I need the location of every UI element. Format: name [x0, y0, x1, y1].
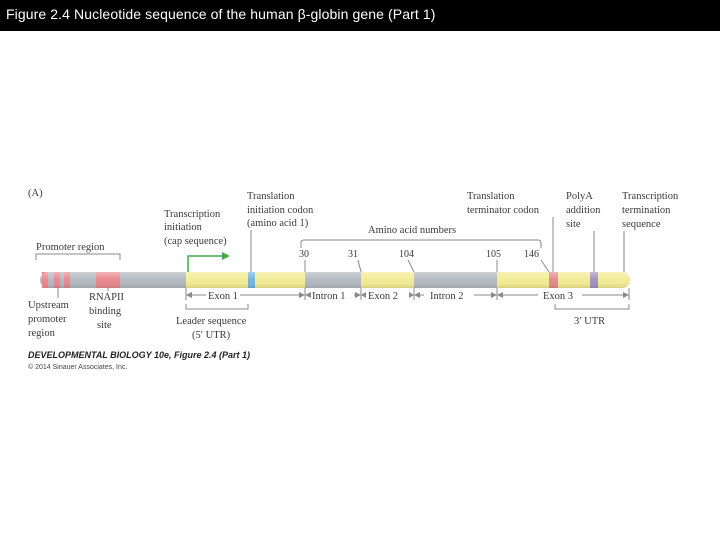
promoter-bracket [35, 253, 121, 260]
tx-init-label-3: (cap sequence) [164, 236, 227, 247]
exon1-label: Exon 1 [208, 291, 238, 302]
panel-label: (A) [28, 188, 43, 199]
exon3-label: Exon 3 [543, 291, 573, 302]
intron2-span [414, 288, 498, 300]
tl-init-label-2: initiation codon [247, 205, 314, 216]
upstream-label-2: promoter [28, 314, 67, 325]
title-bar: Figure 2.4 Nucleotide sequence of the hu… [0, 0, 720, 31]
tl-init-label-1: Translation [247, 191, 295, 202]
tx-init-label-2: initiation [164, 222, 203, 233]
exon2-label: Exon 2 [368, 291, 398, 302]
intron2-label: Intron 2 [430, 291, 464, 302]
rnapii-label-3: site [97, 320, 112, 331]
bar-shading [40, 272, 630, 288]
exon2-span [361, 288, 415, 300]
gene-bar [40, 272, 630, 288]
upstream-label-3: region [28, 328, 56, 339]
rnapii-label-2: binding [89, 306, 122, 317]
intron1-label: Intron 1 [312, 291, 346, 302]
leader-bracket [185, 304, 249, 310]
polya-label-3: site [566, 219, 581, 230]
intron1-span [305, 288, 362, 300]
leader-label-2: (5′ UTR) [192, 330, 231, 341]
aa-number-104: 104 [399, 249, 414, 260]
tl-term-label-2: terminator codon [467, 205, 540, 216]
aa-pointers [304, 259, 550, 273]
tx-term-label-1: Transcription [622, 191, 679, 202]
utr3-bracket [554, 304, 630, 310]
aa-number-30: 30 [299, 249, 309, 260]
aa-number-31: 31 [348, 249, 358, 260]
tx-init-label-1: Transcription [164, 209, 221, 220]
amino-acid-bracket [300, 239, 542, 248]
aa-number-105: 105 [486, 249, 501, 260]
tl-init-label-3: (amino acid 1) [247, 218, 309, 229]
polya-label-2: addition [566, 205, 601, 216]
aa-number-146: 146 [524, 249, 539, 260]
tx-term-label-3: sequence [622, 219, 661, 230]
utr3-label: 3′ UTR [574, 316, 605, 327]
promoter-region-label: Promoter region [36, 242, 105, 253]
credit-line: DEVELOPMENTAL BIOLOGY 10e, Figure 2.4 (P… [28, 350, 250, 360]
tx-term-label-2: termination [622, 205, 671, 216]
rnapii-label-1: RNAPII [89, 292, 125, 303]
copyright-line: © 2014 Sinauer Associates, Inc. [28, 363, 127, 371]
exon3-span [497, 288, 630, 300]
figure-title: Figure 2.4 Nucleotide sequence of the hu… [6, 6, 436, 22]
exon1-span [185, 288, 306, 300]
upstream-label-1: Upstream [28, 300, 69, 311]
leader-label-1: Leader sequence [176, 316, 247, 327]
polya-label-1: PolyA [566, 191, 593, 202]
tl-term-label-1: Translation [467, 191, 515, 202]
amino-acid-numbers-label: Amino acid numbers [368, 225, 456, 236]
tss-arrow [187, 252, 230, 272]
